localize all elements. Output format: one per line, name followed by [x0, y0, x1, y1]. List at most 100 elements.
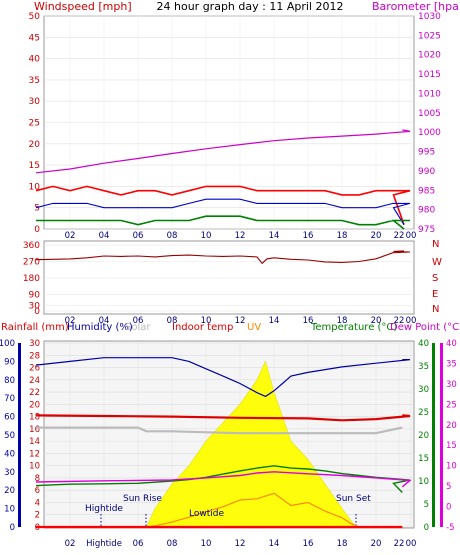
dewpoint-tick-5: 5: [446, 482, 451, 492]
barometer-tick-1025: 1025: [418, 31, 441, 41]
temperature-axis-bar: [432, 343, 435, 527]
humidity-tick-50: 50: [4, 431, 15, 441]
dewpoint-tick-10: 10: [446, 462, 457, 472]
direction-tick-270: 270: [23, 258, 40, 268]
annotation-sunrise: Sun Rise: [123, 494, 162, 504]
dewpoint-tick-40: 40: [446, 339, 457, 349]
barometer-tick-980: 980: [418, 206, 435, 216]
temperature-tick-40: 40: [418, 339, 429, 349]
barometer-tick-995: 995: [418, 148, 435, 158]
temp-x-tick-3: 08: [167, 539, 178, 549]
temperature-tick-20: 20: [418, 431, 429, 441]
temp-x-tick-11: 00: [406, 539, 417, 549]
temperature-tick-5: 5: [424, 500, 429, 510]
wind-x-tick-8: 18: [337, 231, 348, 241]
temp-x-tick-1: Hightide: [86, 539, 122, 549]
chart-title: 24 hour graph day : 11 April 2012: [157, 0, 344, 13]
windspeed-tick-30: 30: [29, 97, 41, 107]
temp-x-tick-10: 22: [394, 539, 405, 549]
windspeed-axis-title: Windspeed [mph]: [34, 0, 132, 13]
direction-tick-90: 90: [29, 291, 41, 301]
wind-x-tick-7: 16: [303, 231, 314, 241]
barometer-tick-1010: 1010: [418, 89, 441, 99]
indoor-tick-30: 30: [29, 339, 40, 349]
windspeed-tick-0: 0: [34, 225, 40, 235]
dewpoint-tick-0: 0: [446, 503, 451, 513]
compass-axis: NWSEN: [432, 239, 442, 315]
indoor-tick-16: 16: [29, 425, 40, 435]
windspeed-axis: 05101520253035404550: [29, 12, 41, 235]
legend-dewpoint: Dew Point (°C): [390, 322, 460, 333]
indoor-tick-4: 4: [35, 498, 40, 508]
compass-3: E: [432, 289, 438, 300]
legend-temperature: Temperature (°C): [310, 322, 397, 333]
humidity-tick-60: 60: [4, 413, 15, 423]
indoor-tick-28: 28: [29, 351, 40, 361]
wind-x-tick-5: 12: [235, 231, 246, 241]
temperature-tick-0: 0: [424, 523, 429, 533]
dewpoint-tick-15: 15: [446, 441, 457, 451]
wind-x-axis: 02 04 06 08 10 12 14 16 18 20 22 00: [65, 231, 417, 241]
temperature-tick-25: 25: [418, 408, 429, 418]
temp-x-tick-9: 20: [371, 539, 382, 549]
indoor-tick-22: 22: [29, 388, 40, 398]
direction-x-tick-6: 14: [269, 316, 280, 326]
barometer-tick-1015: 1015: [418, 70, 441, 80]
dewpoint-tick-20: 20: [446, 421, 457, 431]
humidity-tick-10: 10: [4, 505, 15, 515]
windspeed-tick-45: 45: [29, 33, 40, 43]
humidity-tick-100: 100: [0, 339, 15, 349]
temperature-tick-10: 10: [418, 477, 429, 487]
legend-rainfall: Rainfall (mm): [1, 322, 69, 333]
annotation-sunset: Sun Set: [336, 494, 371, 504]
temp-x-tick-4: 10: [201, 539, 212, 549]
windspeed-tick-20: 20: [29, 140, 41, 150]
dewpoint-tick-25: 25: [446, 400, 457, 410]
windspeed-tick-35: 35: [29, 76, 40, 86]
compass-2: S: [432, 273, 438, 284]
indoor-tick-14: 14: [29, 437, 40, 447]
barometer-tick-1000: 1000: [418, 128, 441, 138]
indoor-tick-24: 24: [29, 376, 40, 386]
temperature-tick-15: 15: [418, 454, 429, 464]
wind-x-tick-1: 04: [99, 231, 110, 241]
humidity-tick-80: 80: [4, 376, 15, 386]
barometer-axis: 975 980 985 990 995 1000 1005 1010 1015 1020 1025 1…: [418, 12, 441, 235]
compass-4: N: [432, 304, 439, 315]
windspeed-tick-40: 40: [29, 55, 41, 65]
annotation-lowtide: Lowtide: [189, 509, 224, 519]
temperature-tick-35: 35: [418, 362, 429, 372]
windspeed-tick-50: 50: [29, 12, 41, 22]
indoor-tick-18: 18: [29, 413, 40, 423]
windspeed-tick-5: 5: [34, 204, 40, 214]
barometer-tick-1005: 1005: [418, 109, 441, 119]
temperature-x-axis: 02 Hightide 06 08 10 12 14 16 18 20 22 00: [65, 539, 417, 549]
barometer-tick-975: 975: [418, 225, 435, 235]
humidity-tick-40: 40: [4, 449, 15, 459]
humidity-tick-70: 70: [4, 394, 15, 404]
temp-x-tick-6: 14: [269, 539, 280, 549]
indoor-tick-6: 6: [35, 486, 40, 496]
temp-x-tick-7: 16: [303, 539, 314, 549]
dewpoint-tick-30: 30: [446, 380, 457, 390]
barometer-tick-1020: 1020: [418, 51, 441, 61]
wind-x-tick-10: 22: [394, 231, 405, 241]
annotation-hightide: Hightide: [85, 504, 123, 514]
indoor-tick-20: 20: [29, 400, 40, 410]
indoor-tick-10: 10: [29, 462, 40, 472]
compass-0: N: [432, 239, 439, 250]
barometer-tick-990: 990: [418, 167, 435, 177]
humidity-tick-90: 90: [4, 357, 15, 367]
temp-x-tick-2: 06: [133, 539, 144, 549]
wind-x-tick-3: 08: [167, 231, 178, 241]
temperature-panel: 0102030405060708090100024681012141618202…: [0, 339, 457, 549]
legend-indoor: Indoor temp: [172, 322, 233, 333]
direction-tick-30: 30: [29, 302, 41, 312]
direction-panel-frame: [44, 241, 414, 314]
windspeed-tick-10: 10: [29, 182, 41, 192]
temperature-tick-30: 30: [418, 385, 429, 395]
wind-x-tick-6: 14: [269, 231, 280, 241]
dewpoint-tick-35: 35: [446, 359, 457, 369]
humidity-tick-30: 30: [4, 468, 15, 478]
windspeed-tick-15: 15: [29, 161, 40, 171]
